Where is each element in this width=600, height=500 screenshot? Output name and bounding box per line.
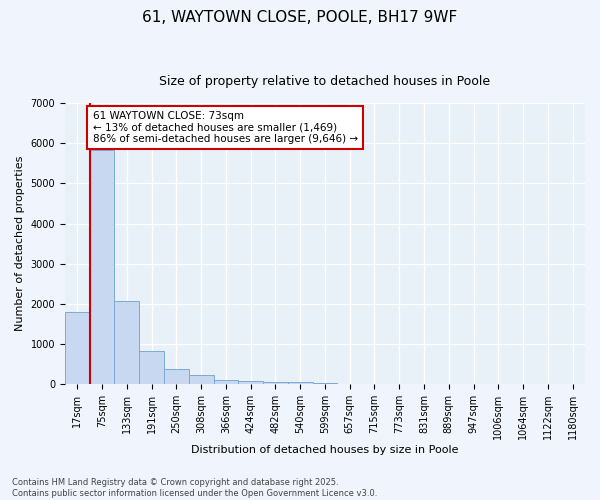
Bar xyxy=(288,382,313,384)
Bar xyxy=(139,351,164,384)
Bar xyxy=(115,300,139,384)
Bar xyxy=(214,380,238,384)
X-axis label: Distribution of detached houses by size in Poole: Distribution of detached houses by size … xyxy=(191,445,459,455)
Y-axis label: Number of detached properties: Number of detached properties xyxy=(15,156,25,332)
Bar xyxy=(89,150,115,384)
Bar xyxy=(313,383,337,384)
Text: 61 WAYTOWN CLOSE: 73sqm
← 13% of detached houses are smaller (1,469)
86% of semi: 61 WAYTOWN CLOSE: 73sqm ← 13% of detache… xyxy=(92,111,358,144)
Text: Contains HM Land Registry data © Crown copyright and database right 2025.
Contai: Contains HM Land Registry data © Crown c… xyxy=(12,478,377,498)
Bar xyxy=(65,312,89,384)
Bar xyxy=(189,375,214,384)
Bar xyxy=(164,370,189,384)
Text: 61, WAYTOWN CLOSE, POOLE, BH17 9WF: 61, WAYTOWN CLOSE, POOLE, BH17 9WF xyxy=(142,10,458,25)
Bar xyxy=(263,382,288,384)
Bar xyxy=(238,381,263,384)
Title: Size of property relative to detached houses in Poole
: Size of property relative to detached ho… xyxy=(160,75,491,103)
